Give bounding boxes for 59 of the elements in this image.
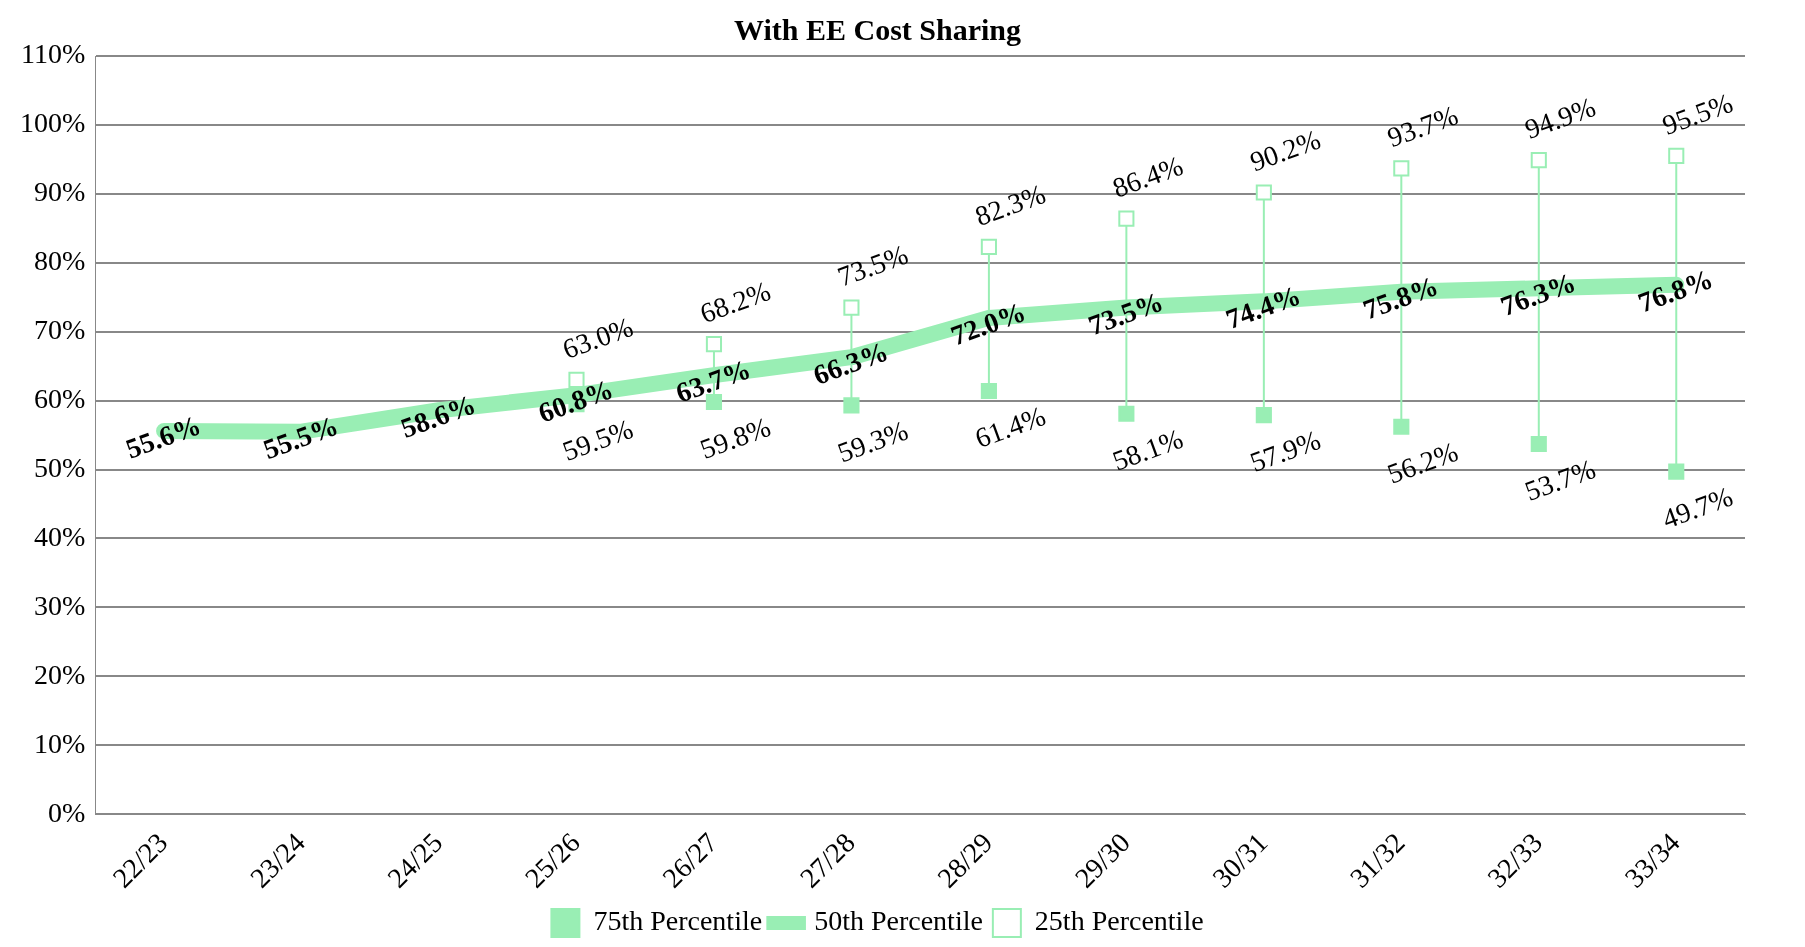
point	[1118, 210, 1135, 227]
data-label: 59.8%	[695, 411, 775, 465]
point	[1255, 407, 1272, 424]
y-tick-label: 70%	[34, 314, 86, 346]
data-label: 76.3%	[1496, 266, 1580, 322]
y-tick-label: 40%	[34, 520, 86, 552]
y-tick-label: 110%	[21, 38, 86, 70]
data-label: 66.3%	[809, 335, 893, 391]
data-label: 82.3%	[970, 177, 1050, 232]
point	[1530, 435, 1547, 453]
point	[980, 382, 997, 400]
data-label: 86.4%	[1108, 149, 1187, 204]
data-label: 59.3%	[833, 414, 912, 469]
point	[1393, 418, 1410, 435]
legend-label: 25th Percentile	[1034, 905, 1204, 937]
point	[1393, 160, 1410, 177]
data-label: 57.9%	[1245, 424, 1325, 479]
data-label: 72.0%	[946, 296, 1030, 352]
point	[1118, 405, 1135, 422]
data-label: 63.0%	[558, 310, 638, 365]
data-label: 58.6%	[396, 388, 480, 444]
data-label: 90.2%	[1245, 123, 1325, 178]
y-tick-label: 30%	[34, 589, 86, 621]
data-label: 94.9%	[1520, 91, 1600, 145]
legend-label: 50th Percentile	[814, 905, 983, 937]
y-tick-label: 50%	[34, 451, 86, 483]
chart-title: With EE Cost Sharing	[733, 12, 1022, 46]
data-label: 93.7%	[1383, 99, 1462, 154]
data-label: 75.8%	[1359, 269, 1443, 326]
y-tick-label: 90%	[34, 176, 86, 208]
data-label: 55.5%	[259, 409, 343, 466]
data-label: 53.7%	[1520, 453, 1600, 507]
data-label: 73.5%	[1084, 285, 1168, 342]
point	[1668, 147, 1685, 165]
point	[980, 238, 997, 255]
point	[1530, 152, 1547, 169]
data-label: 58.1%	[1108, 422, 1187, 477]
y-tick-label: 0%	[48, 796, 86, 828]
data-label: 68.2%	[695, 275, 775, 330]
data-label: 55.6%	[121, 409, 205, 465]
data-label: 49.7%	[1658, 480, 1737, 535]
point	[843, 397, 860, 414]
data-label: 73.5%	[833, 238, 912, 293]
y-tick-label: 60%	[34, 382, 86, 414]
point	[705, 336, 723, 353]
data-label: 76.8%	[1634, 262, 1717, 319]
y-tick-label: 80%	[34, 245, 86, 277]
point	[843, 299, 860, 316]
point	[1255, 184, 1272, 201]
y-tick-label: 20%	[34, 658, 86, 690]
legend-label: 75th Percentile	[593, 905, 763, 937]
y-tick-label: 100%	[20, 107, 86, 139]
point	[1668, 463, 1685, 480]
data-label: 63.7%	[671, 353, 755, 409]
data-label: 56.2%	[1383, 435, 1462, 490]
data-label: 95.5%	[1658, 86, 1737, 141]
data-label: 74.4%	[1221, 279, 1305, 335]
y-tick-label: 10%	[34, 727, 86, 759]
data-label: 61.4%	[970, 400, 1050, 454]
